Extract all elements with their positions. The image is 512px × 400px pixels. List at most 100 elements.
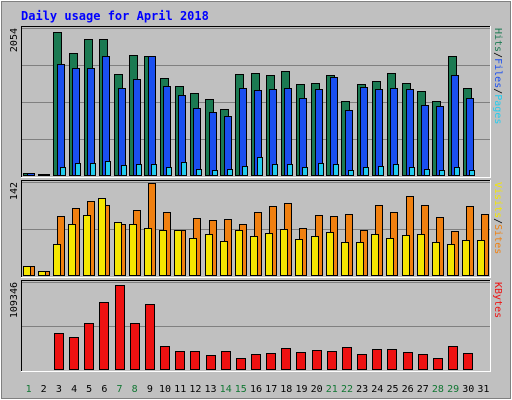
legend-pages: Pages xyxy=(492,94,503,124)
bar-pages-day-21 xyxy=(333,164,339,176)
bar-pages-day-4 xyxy=(75,163,81,176)
bar-pages-day-12 xyxy=(196,169,202,176)
bar-kbytes-day-9 xyxy=(145,304,155,370)
bar-pages-day-30 xyxy=(469,170,475,176)
bar-files-day-20 xyxy=(315,89,323,176)
bar-visits-day-16 xyxy=(250,236,258,276)
bar-visits-day-26 xyxy=(402,235,410,276)
x-label-day-13: 13 xyxy=(204,384,216,395)
legend-sites: Sites xyxy=(492,224,503,254)
x-label-day-14: 14 xyxy=(220,384,232,395)
bar-kbytes-day-19 xyxy=(296,352,306,370)
bar-kbytes-day-11 xyxy=(175,351,185,370)
bar-pages-day-28 xyxy=(439,170,445,176)
x-label-day-15: 15 xyxy=(235,384,247,395)
bar-kbytes-day-17 xyxy=(266,353,276,370)
bar-files-day-7 xyxy=(118,88,126,176)
x-label-day-19: 19 xyxy=(295,384,307,395)
bar-visits-day-17 xyxy=(265,233,273,276)
x-label-day-6: 6 xyxy=(101,384,107,395)
bar-pages-day-16 xyxy=(257,157,263,176)
x-label-day-5: 5 xyxy=(86,384,92,395)
bar-kbytes-day-23 xyxy=(357,354,367,370)
bar-files-day-21 xyxy=(330,77,338,176)
legend-visits: Visits xyxy=(492,182,503,218)
bar-kbytes-day-18 xyxy=(281,348,291,370)
bar-kbytes-day-14 xyxy=(221,351,231,370)
bar-visits-day-25 xyxy=(386,238,394,276)
bar-files-day-18 xyxy=(284,88,292,176)
bar-visits-day-4 xyxy=(68,224,76,276)
bar-kbytes-day-27 xyxy=(418,354,428,370)
bar-kbytes-day-28 xyxy=(433,358,443,370)
bar-files-day-1 xyxy=(27,173,35,176)
bar-pages-day-23 xyxy=(363,167,369,176)
bar-files-day-2 xyxy=(42,174,50,176)
bar-pages-day-22 xyxy=(348,170,354,176)
bar-pages-day-9 xyxy=(151,164,157,176)
bar-kbytes-day-7 xyxy=(115,285,125,370)
bar-kbytes-day-25 xyxy=(387,349,397,370)
bar-pages-day-20 xyxy=(318,163,324,176)
x-label-day-3: 3 xyxy=(56,384,62,395)
panel-hits: 2054 Hits/Files/Pages xyxy=(9,26,503,178)
bar-pages-day-13 xyxy=(212,170,218,176)
x-label-day-9: 9 xyxy=(147,384,153,395)
bar-kbytes-day-13 xyxy=(206,355,216,370)
bar-pages-day-7 xyxy=(121,165,127,176)
panel-kbytes-max-label: 109346 xyxy=(9,282,20,318)
bar-visits-day-27 xyxy=(417,234,425,276)
bar-pages-day-26 xyxy=(409,167,415,176)
x-label-day-26: 26 xyxy=(402,384,414,395)
bar-visits-day-14 xyxy=(220,241,228,276)
x-label-day-24: 24 xyxy=(371,384,383,395)
bar-visits-day-22 xyxy=(341,242,349,276)
bar-files-day-24 xyxy=(375,89,383,176)
x-label-day-25: 25 xyxy=(386,384,398,395)
bar-pages-day-24 xyxy=(378,166,384,176)
bar-files-day-28 xyxy=(436,106,444,176)
bar-pages-day-25 xyxy=(393,164,399,176)
bar-visits-day-15 xyxy=(235,230,243,276)
bar-visits-day-12 xyxy=(189,238,197,276)
bar-visits-day-30 xyxy=(462,240,470,276)
chart-title: Daily usage for April 2018 xyxy=(21,9,209,23)
bar-files-day-13 xyxy=(209,112,217,176)
bar-visits-day-24 xyxy=(371,234,379,276)
chart-panels: 2054 Hits/Files/Pages 142 Visits/Sites 10934… xyxy=(9,26,503,372)
x-label-day-30: 30 xyxy=(462,384,474,395)
bar-kbytes-day-4 xyxy=(69,337,79,370)
bar-pages-day-15 xyxy=(242,166,248,176)
x-label-day-16: 16 xyxy=(250,384,262,395)
panel-visits-max-label: 142 xyxy=(9,182,20,200)
bar-visits-day-1 xyxy=(23,266,31,276)
bar-kbytes-day-30 xyxy=(463,353,473,370)
bar-files-day-10 xyxy=(163,86,171,176)
bar-pages-day-14 xyxy=(227,169,233,176)
panel-visits: 142 Visits/Sites xyxy=(9,180,503,278)
bar-visits-day-2 xyxy=(38,271,46,276)
bar-pages-day-10 xyxy=(166,167,172,176)
legend-files: Files xyxy=(492,58,503,88)
bar-kbytes-day-24 xyxy=(372,349,382,370)
x-label-day-20: 20 xyxy=(311,384,323,395)
bar-pages-day-18 xyxy=(287,164,293,176)
bar-kbytes-day-21 xyxy=(327,351,337,370)
x-label-day-11: 11 xyxy=(174,384,186,395)
bar-visits-day-18 xyxy=(280,229,288,276)
panel-kbytes-legend: KBytes xyxy=(492,282,503,318)
bar-visits-day-5 xyxy=(83,215,91,276)
x-label-day-12: 12 xyxy=(189,384,201,395)
x-label-day-10: 10 xyxy=(159,384,171,395)
x-axis-labels: 1 2 3 4 5 6 7 8 9 10 11 12 13 14 15 16 17 18 19 20 21 22 23 24 2… xyxy=(26,384,490,395)
x-label-day-29: 29 xyxy=(447,384,459,395)
panel-visits-legend: Visits/Sites xyxy=(492,182,503,254)
bar-files-day-14 xyxy=(224,116,232,176)
bar-kbytes-day-15 xyxy=(236,358,246,370)
bar-pages-day-8 xyxy=(136,164,142,176)
bar-files-day-8 xyxy=(133,79,141,176)
x-label-day-22: 22 xyxy=(341,384,353,395)
x-label-day-17: 17 xyxy=(265,384,277,395)
bar-kbytes-day-5 xyxy=(84,323,94,370)
